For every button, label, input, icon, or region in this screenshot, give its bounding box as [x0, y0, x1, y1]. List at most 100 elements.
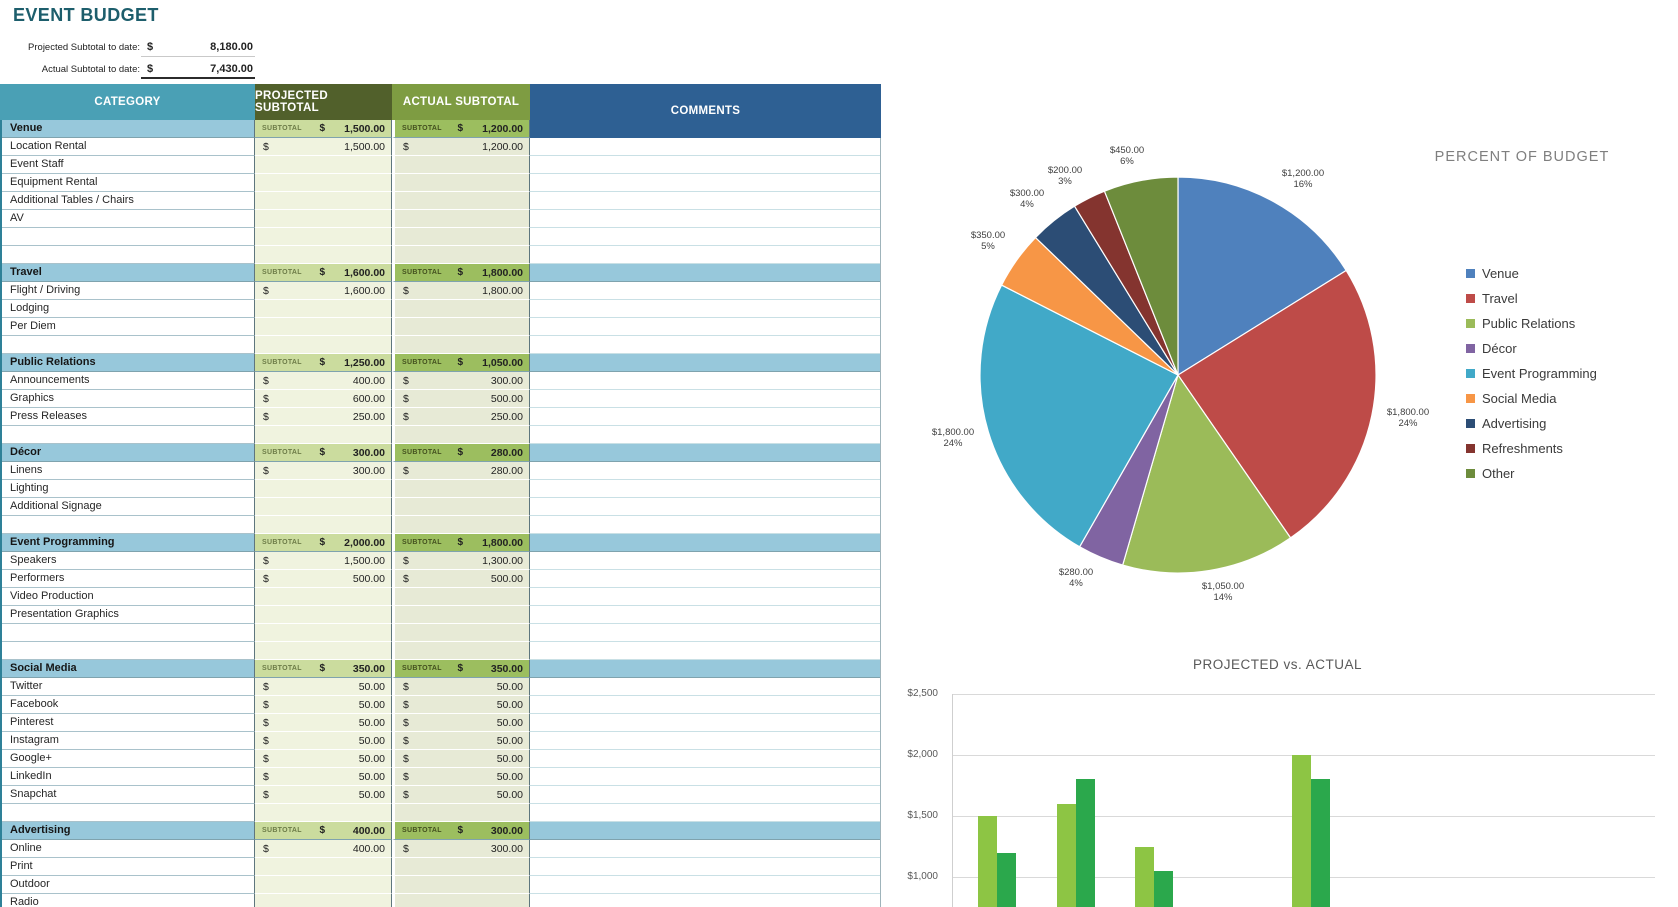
cell-comments[interactable] — [530, 696, 880, 714]
cell-comments[interactable] — [530, 228, 880, 246]
cell-projected-value[interactable]: $500.00 — [255, 570, 392, 588]
cell-comments[interactable] — [530, 282, 880, 300]
cell-comments[interactable] — [530, 318, 880, 336]
cell-actual-value[interactable] — [392, 228, 530, 246]
cell-item-label[interactable]: Equipment Rental — [2, 174, 255, 192]
cell-item-label[interactable]: Location Rental — [2, 138, 255, 156]
cell-projected-value[interactable]: $600.00 — [255, 390, 392, 408]
cell-comments[interactable] — [530, 642, 880, 660]
cell-projected-value[interactable] — [255, 228, 392, 246]
cell-projected-subtotal[interactable]: SUBTOTAL $400.00 — [255, 822, 392, 840]
cell-projected-subtotal[interactable]: SUBTOTAL $1,250.00 — [255, 354, 392, 372]
cell-comments[interactable] — [530, 534, 880, 552]
cell-actual-value[interactable] — [392, 804, 530, 822]
cell-actual-value[interactable]: $250.00 — [392, 408, 530, 426]
cell-actual-value[interactable] — [392, 588, 530, 606]
cell-actual-value[interactable]: $50.00 — [392, 768, 530, 786]
cell-projected-value[interactable] — [255, 516, 392, 534]
cell-projected-value[interactable]: $50.00 — [255, 750, 392, 768]
cell-item-label[interactable]: AV — [2, 210, 255, 228]
cell-projected-value[interactable]: $250.00 — [255, 408, 392, 426]
cell-item-label[interactable] — [2, 642, 255, 660]
cell-category-name[interactable]: Advertising — [2, 822, 255, 840]
cell-projected-value[interactable]: $1,500.00 — [255, 138, 392, 156]
cell-comments[interactable] — [530, 678, 880, 696]
legend-item-travel[interactable]: Travel — [1466, 291, 1518, 306]
cell-item-label[interactable]: Per Diem — [2, 318, 255, 336]
cell-item-label[interactable] — [2, 228, 255, 246]
cell-comments[interactable] — [530, 480, 880, 498]
column-header-projected[interactable]: PROJECTED SUBTOTAL — [255, 84, 392, 120]
cell-actual-value[interactable] — [392, 210, 530, 228]
cell-projected-value[interactable] — [255, 318, 392, 336]
cell-projected-value[interactable] — [255, 192, 392, 210]
cell-item-label[interactable] — [2, 426, 255, 444]
legend-item-public-relations[interactable]: Public Relations — [1466, 316, 1575, 331]
cell-item-label[interactable]: Online — [2, 840, 255, 858]
legend-item-social-media[interactable]: Social Media — [1466, 391, 1556, 406]
cell-projected-value[interactable] — [255, 156, 392, 174]
cell-comments[interactable] — [530, 624, 880, 642]
cell-actual-value[interactable] — [392, 246, 530, 264]
cell-comments[interactable] — [530, 876, 880, 894]
cell-actual-value[interactable]: $50.00 — [392, 732, 530, 750]
cell-actual-value[interactable]: $1,200.00 — [392, 138, 530, 156]
cell-item-label[interactable] — [2, 624, 255, 642]
cell-item-label[interactable]: Google+ — [2, 750, 255, 768]
cell-item-label[interactable]: Video Production — [2, 588, 255, 606]
cell-item-label[interactable]: Linens — [2, 462, 255, 480]
cell-actual-value[interactable]: $500.00 — [392, 570, 530, 588]
cell-actual-value[interactable]: $1,300.00 — [392, 552, 530, 570]
cell-projected-subtotal[interactable]: SUBTOTAL $300.00 — [255, 444, 392, 462]
actual-subtotal-cell[interactable]: $ 7,430.00 — [141, 60, 255, 79]
cell-projected-value[interactable] — [255, 498, 392, 516]
cell-projected-value[interactable] — [255, 210, 392, 228]
cell-item-label[interactable]: Pinterest — [2, 714, 255, 732]
cell-projected-value[interactable] — [255, 588, 392, 606]
cell-actual-value[interactable]: $50.00 — [392, 678, 530, 696]
cell-actual-subtotal[interactable]: SUBTOTAL $300.00 — [392, 822, 530, 840]
cell-comments[interactable] — [530, 210, 880, 228]
cell-actual-subtotal[interactable]: SUBTOTAL $280.00 — [392, 444, 530, 462]
cell-actual-value[interactable] — [392, 498, 530, 516]
cell-comments[interactable] — [530, 714, 880, 732]
projected-subtotal-cell[interactable]: $ 8,180.00 — [141, 38, 255, 57]
legend-item-advertising[interactable]: Advertising — [1466, 416, 1546, 431]
cell-actual-value[interactable] — [392, 480, 530, 498]
cell-actual-value[interactable] — [392, 894, 530, 907]
cell-comments[interactable] — [530, 588, 880, 606]
legend-item-event-programming[interactable]: Event Programming — [1466, 366, 1597, 381]
cell-item-label[interactable] — [2, 246, 255, 264]
cell-actual-value[interactable] — [392, 876, 530, 894]
legend-item-other[interactable]: Other — [1466, 466, 1515, 481]
cell-comments[interactable] — [530, 822, 880, 840]
cell-actual-value[interactable] — [392, 156, 530, 174]
cell-comments[interactable] — [530, 858, 880, 876]
cell-comments[interactable] — [530, 264, 880, 282]
cell-comments[interactable] — [530, 498, 880, 516]
cell-comments[interactable] — [530, 138, 880, 156]
cell-comments[interactable] — [530, 246, 880, 264]
cell-comments[interactable] — [530, 786, 880, 804]
cell-comments[interactable] — [530, 732, 880, 750]
cell-item-label[interactable]: Speakers — [2, 552, 255, 570]
column-header-actual[interactable]: ACTUAL SUBTOTAL — [392, 84, 530, 120]
cell-item-label[interactable]: Twitter — [2, 678, 255, 696]
cell-comments[interactable] — [530, 768, 880, 786]
cell-actual-value[interactable] — [392, 336, 530, 354]
cell-comments[interactable] — [530, 750, 880, 768]
cell-projected-value[interactable]: $300.00 — [255, 462, 392, 480]
legend-item-venue[interactable]: Venue — [1466, 266, 1519, 281]
cell-projected-value[interactable] — [255, 642, 392, 660]
cell-projected-subtotal[interactable]: SUBTOTAL $1,600.00 — [255, 264, 392, 282]
cell-actual-value[interactable]: $50.00 — [392, 786, 530, 804]
cell-item-label[interactable]: Press Releases — [2, 408, 255, 426]
cell-category-name[interactable]: Event Programming — [2, 534, 255, 552]
cell-actual-value[interactable] — [392, 858, 530, 876]
cell-actual-value[interactable] — [392, 606, 530, 624]
cell-actual-subtotal[interactable]: SUBTOTAL $1,050.00 — [392, 354, 530, 372]
cell-item-label[interactable] — [2, 516, 255, 534]
cell-comments[interactable] — [530, 840, 880, 858]
cell-actual-value[interactable]: $1,800.00 — [392, 282, 530, 300]
cell-comments[interactable] — [530, 408, 880, 426]
